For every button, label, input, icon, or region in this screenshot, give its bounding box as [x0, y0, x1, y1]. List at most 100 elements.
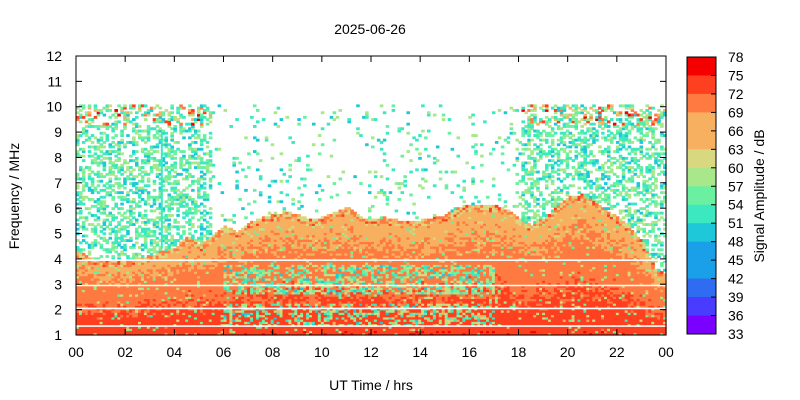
heatmap-cell — [208, 136, 213, 140]
heatmap-cell — [282, 321, 287, 325]
heatmap-cell — [300, 312, 304, 316]
heatmap-cell — [297, 332, 301, 336]
plot-area — [75, 55, 667, 336]
heatmap-cell — [238, 298, 242, 302]
heatmap-cell — [182, 293, 186, 297]
heatmap-cell — [182, 230, 186, 233]
heatmap-cell — [276, 239, 281, 242]
heatmap-cell — [182, 150, 186, 153]
heatmap-cell — [229, 293, 233, 297]
heatmap-cell — [76, 186, 80, 190]
heatmap-cell — [217, 309, 222, 313]
heatmap-cell — [267, 255, 272, 258]
heatmap-cell — [158, 113, 163, 117]
heatmap-cell — [90, 125, 95, 128]
heatmap-cell — [282, 325, 287, 329]
heatmap-cell — [149, 305, 154, 309]
heatmap-cell — [202, 218, 207, 222]
heatmap-cell — [309, 255, 313, 258]
heatmap-cell — [312, 143, 316, 147]
heatmap-cell — [158, 293, 163, 297]
heatmap-cell — [247, 277, 251, 281]
heatmap-cell — [105, 136, 110, 140]
heatmap-cell — [264, 305, 269, 309]
heatmap-cell — [270, 218, 275, 222]
heatmap-cell — [117, 147, 121, 151]
heatmap-cell — [90, 268, 95, 272]
heatmap-cell — [164, 255, 169, 258]
heatmap-cell — [135, 188, 139, 192]
heatmap-cell — [120, 129, 124, 133]
heatmap-cell — [108, 179, 113, 183]
heatmap-cell — [102, 293, 107, 297]
heatmap-cell — [173, 243, 177, 247]
heatmap-cell — [158, 202, 163, 206]
heatmap-cell — [297, 259, 301, 263]
heatmap-cell — [167, 195, 172, 199]
heatmap-cell — [188, 220, 192, 224]
heatmap-cell — [188, 227, 192, 231]
heatmap-cell — [132, 175, 136, 179]
heatmap-cell — [99, 179, 104, 183]
heatmap-cell — [199, 312, 204, 316]
heatmap-cell — [173, 257, 177, 261]
heatmap-cell — [320, 262, 325, 265]
heatmap-cell — [108, 161, 113, 165]
heatmap-cell — [123, 127, 127, 131]
heatmap-cell — [211, 291, 216, 295]
heatmap-cell — [117, 230, 121, 233]
heatmap-cell — [199, 257, 204, 261]
heatmap-cell — [93, 271, 98, 274]
heatmap-cell — [90, 305, 95, 309]
heatmap-cell — [126, 309, 130, 313]
heatmap-cell — [185, 266, 189, 270]
heatmap-cell — [158, 264, 163, 268]
heatmap-cell — [140, 314, 145, 318]
heatmap-cell — [149, 145, 154, 149]
heatmap-cell — [105, 303, 110, 306]
heatmap-cell — [102, 259, 107, 263]
heatmap-cell — [300, 259, 304, 263]
heatmap-cell — [270, 179, 275, 183]
heatmap-cell — [244, 264, 248, 268]
heatmap-cell — [176, 280, 180, 284]
heatmap-cell — [120, 152, 124, 156]
heatmap-cell — [244, 277, 248, 281]
heatmap-cell — [205, 152, 210, 156]
heatmap-cell — [173, 298, 177, 302]
heatmap-cell — [146, 298, 151, 302]
heatmap-cell — [205, 332, 210, 336]
heatmap-cell — [214, 232, 219, 236]
heatmap-cell — [90, 275, 95, 279]
heatmap-cell — [264, 138, 269, 142]
heatmap-cell — [205, 145, 210, 149]
heatmap-cell — [205, 277, 210, 281]
heatmap-cell — [179, 125, 183, 128]
heatmap-cell — [170, 289, 174, 293]
heatmap-cell — [282, 246, 287, 249]
heatmap-cell — [99, 161, 104, 165]
heatmap-cell — [247, 332, 251, 336]
heatmap-cell — [241, 291, 245, 295]
heatmap-cell — [191, 134, 195, 137]
heatmap-cell — [161, 289, 166, 293]
heatmap-cell — [191, 175, 195, 179]
heatmap-cell — [84, 309, 89, 313]
heatmap-cell — [309, 259, 313, 263]
heatmap-cell — [135, 273, 139, 277]
heatmap-cell — [205, 262, 210, 265]
heatmap-cell — [167, 300, 172, 304]
heatmap-cell — [120, 141, 124, 144]
heatmap-cell — [223, 255, 228, 258]
heatmap-cell — [256, 138, 260, 142]
heatmap-cell — [282, 255, 287, 258]
heatmap-cell — [323, 282, 328, 286]
heatmap-cell — [132, 159, 136, 163]
heatmap-cell — [285, 234, 290, 238]
heatmap-cell — [129, 314, 133, 318]
heatmap-cell — [250, 277, 254, 281]
heatmap-cell — [314, 305, 319, 309]
heatmap-cell — [291, 239, 295, 242]
heatmap-cell — [261, 287, 266, 290]
heatmap-cell — [164, 131, 169, 135]
